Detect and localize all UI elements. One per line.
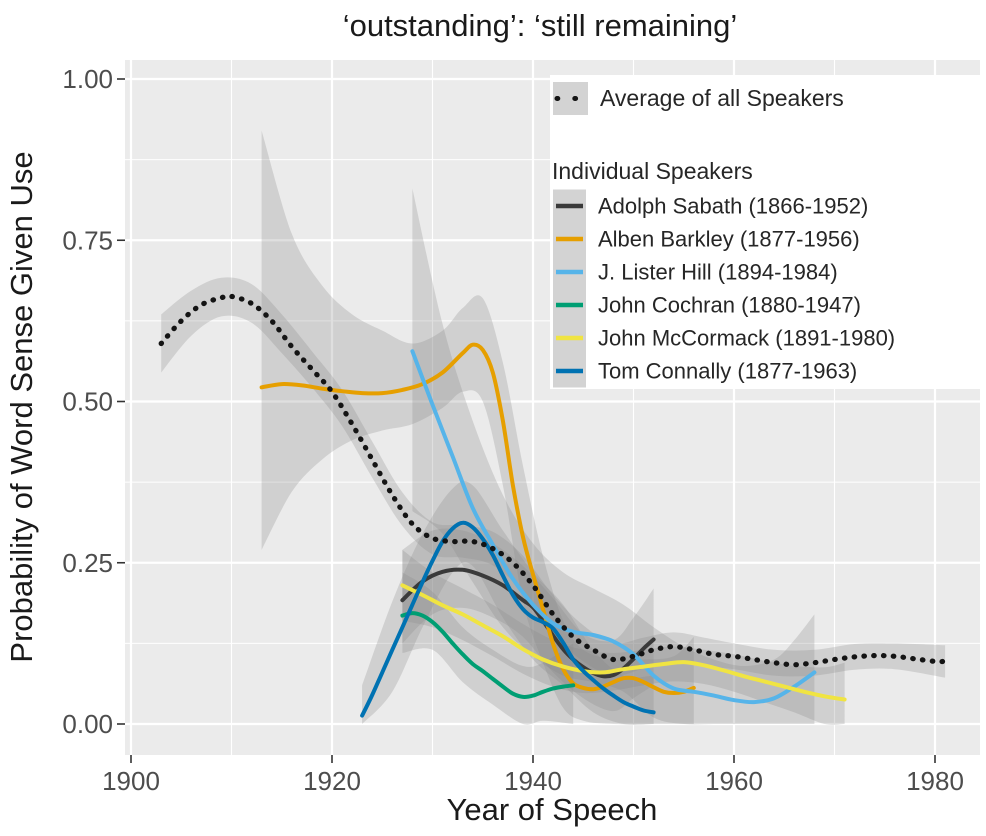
y-tick-label: 0.00: [62, 709, 113, 739]
series-line-hill: [410, 349, 817, 705]
ribbon-mccormack: [402, 549, 845, 725]
y-tick-label: 0.75: [62, 225, 113, 255]
series-line-cochran: [400, 611, 576, 699]
axis-ticks: [117, 78, 936, 763]
legend-label-sabath: Adolph Sabath (1866-1952): [598, 194, 868, 219]
chart-title: ‘outstanding’: ‘still remaining’: [343, 8, 738, 43]
y-axis-title: Probability of Word Sense Given Use: [4, 151, 39, 662]
legend-label-mccormack: John McCormack (1891-1980): [598, 326, 895, 351]
legend-label-barkley: Alben Barkley (1877-1956): [598, 227, 860, 252]
x-tick-label: 1900: [102, 766, 160, 796]
x-tick-label: 1940: [504, 766, 562, 796]
legend-group-title: Individual Speakers: [552, 158, 753, 184]
y-tick-label: 0.50: [62, 387, 113, 417]
tick-labels: 1900 1920 1940 1960 1980 0.00 0.25 0.50 0.75 1.00: [62, 64, 964, 796]
y-tick-label: 0.25: [62, 548, 113, 578]
gridlines-major: [125, 60, 980, 755]
legend-label-hill: J. Lister Hill (1894-1984): [598, 260, 838, 285]
ribbon-sabath: [402, 528, 654, 712]
x-tick-label: 1980: [906, 766, 964, 796]
series-line-barkley: [259, 342, 696, 695]
legend-label-connally: Tom Connally (1877-1963): [598, 359, 857, 384]
series-lines: [158, 293, 948, 718]
series-line-mccormack: [400, 583, 847, 702]
y-tick-label: 1.00: [62, 64, 113, 94]
series-line-connally: [360, 520, 656, 718]
ribbon-average: [161, 277, 946, 678]
series-line-average: [158, 293, 948, 668]
legend: Average of all Speakers Individual Speake…: [550, 75, 980, 389]
ribbon-cochran: [402, 572, 574, 725]
legend-label-average: Average of all Speakers: [600, 85, 844, 111]
legend-background: [550, 75, 980, 389]
x-tick-label: 1960: [705, 766, 763, 796]
legend-label-cochran: John Cochran (1880-1947): [598, 293, 861, 318]
x-tick-label: 1920: [303, 766, 361, 796]
x-axis-title: Year of Speech: [447, 792, 658, 827]
